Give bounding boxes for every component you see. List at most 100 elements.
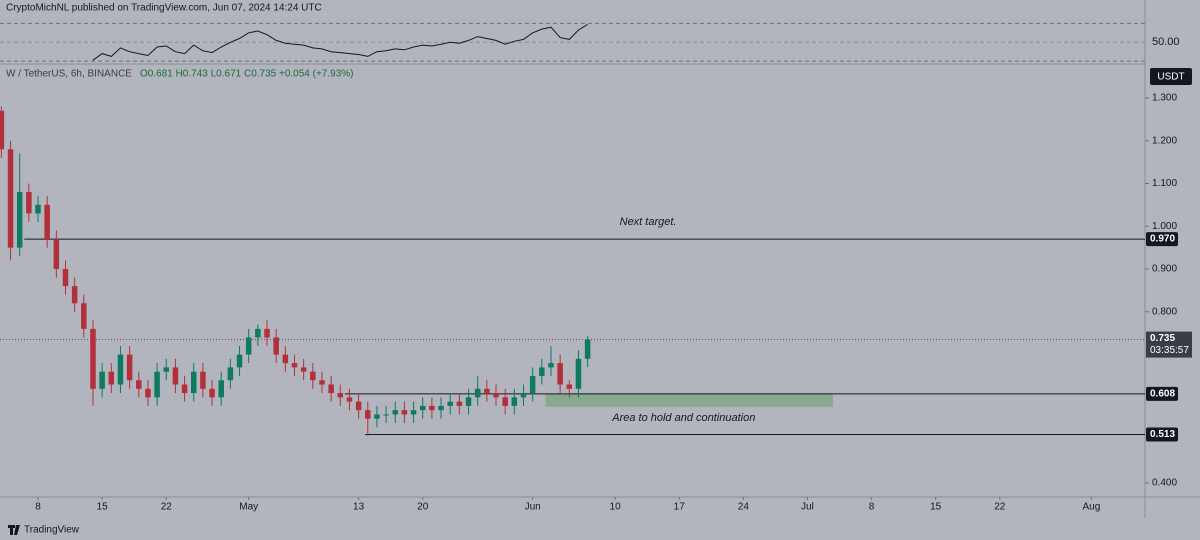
level-label: 0.513 [1150, 429, 1175, 440]
candle-body [136, 380, 142, 389]
candle-body [575, 358, 582, 389]
level-tag [1146, 232, 1178, 247]
level-tag [1146, 386, 1178, 401]
candle-body [438, 405, 444, 411]
candle-body [108, 371, 115, 385]
candle-body [300, 367, 307, 372]
candle-body [539, 367, 545, 376]
candle-body [365, 410, 371, 419]
candle-body [383, 414, 389, 416]
candle-body [163, 367, 170, 372]
candle-body [319, 380, 325, 385]
candle-body [117, 354, 124, 385]
candle-body [81, 303, 87, 329]
x-tick-label: 17 [674, 502, 686, 513]
y-tick-label: 1.100 [1152, 178, 1177, 189]
candle-body [429, 405, 435, 411]
level-label: 0.970 [1150, 234, 1175, 245]
x-tick-label: 15 [97, 502, 109, 513]
y-tick-label: 0.800 [1152, 306, 1177, 317]
brand: TradingView [24, 525, 80, 536]
y-tick-label: 0.400 [1152, 478, 1177, 489]
ohlc: O0.681 H0.743 L0.671 C0.735 +0.054 (+7.9… [140, 69, 354, 80]
x-tick-label: 22 [161, 502, 173, 513]
candle-body [410, 410, 417, 415]
x-tick-label: 10 [610, 502, 622, 513]
candle-body [227, 367, 234, 381]
publisher: CryptoMichNL published on TradingView.co… [6, 3, 322, 14]
y-tick-label: 1.200 [1152, 135, 1177, 146]
annotation: Next target. [620, 216, 677, 228]
candle-body [7, 149, 14, 248]
candle-body [200, 371, 206, 389]
candle-body [493, 393, 499, 398]
candle-body [26, 192, 32, 214]
candle-body [282, 354, 289, 364]
x-tick-label: 15 [930, 502, 942, 513]
x-tick-label: Aug [1083, 502, 1101, 513]
candle-body [255, 328, 261, 338]
candle-body [328, 384, 334, 394]
level-tag [1146, 427, 1178, 442]
annotation: Area to hold and continuation [611, 412, 755, 424]
candle-body [0, 110, 5, 150]
x-tick-label: 20 [417, 502, 429, 513]
candle-body [126, 354, 133, 381]
candle-body [419, 405, 426, 411]
y-tick-label: 1.300 [1152, 93, 1177, 104]
candle-body [35, 204, 41, 214]
x-tick-label: 22 [994, 502, 1006, 513]
candle-body [190, 371, 197, 394]
candle-body [291, 363, 298, 368]
candle-body [99, 371, 105, 389]
candle-body [484, 388, 490, 394]
candle-body [355, 401, 362, 411]
logo [8, 525, 20, 535]
candle-body [53, 239, 60, 270]
candle-body [584, 339, 591, 359]
rsi-line [92, 23, 588, 61]
candle-body [374, 414, 380, 419]
candle-body [209, 388, 215, 398]
rsi-tick-label: 50.00 [1152, 36, 1180, 48]
candle-body [557, 363, 563, 385]
candle-body [529, 375, 536, 394]
candle-body [337, 393, 344, 398]
candle-body [16, 192, 23, 248]
candle-body [447, 401, 453, 406]
last-price-tag [1146, 331, 1192, 358]
candle-body [474, 388, 481, 398]
x-tick-label: 13 [353, 502, 365, 513]
candle-body [245, 337, 252, 355]
x-tick-label: Jun [525, 502, 541, 513]
candle-body [548, 363, 554, 368]
candle-body [90, 328, 96, 389]
candle-body [511, 397, 518, 406]
candle-body [44, 204, 50, 240]
candle-body [310, 371, 316, 381]
candle-body [502, 397, 508, 406]
candle-body [465, 397, 472, 406]
candle-body [154, 371, 160, 398]
footer [0, 518, 1200, 540]
x-tick-label: Jul [801, 502, 814, 513]
candle-body [346, 397, 353, 402]
candle-body [392, 410, 399, 415]
x-tick-label: 24 [738, 502, 750, 513]
candle-body [71, 286, 78, 304]
last-price-label: 0.735 [1150, 333, 1175, 344]
y-tick-label: 1.000 [1152, 221, 1177, 232]
x-tick-label: 8 [35, 502, 41, 513]
currency[interactable]: USDT [1157, 72, 1184, 83]
candle-body [172, 367, 179, 385]
candle-body [181, 384, 188, 394]
currency-button[interactable] [1150, 68, 1192, 85]
zone [545, 393, 834, 407]
candle-body [520, 393, 527, 398]
candle-body [145, 388, 151, 398]
candle-body [401, 410, 408, 415]
candle-body [264, 328, 270, 338]
